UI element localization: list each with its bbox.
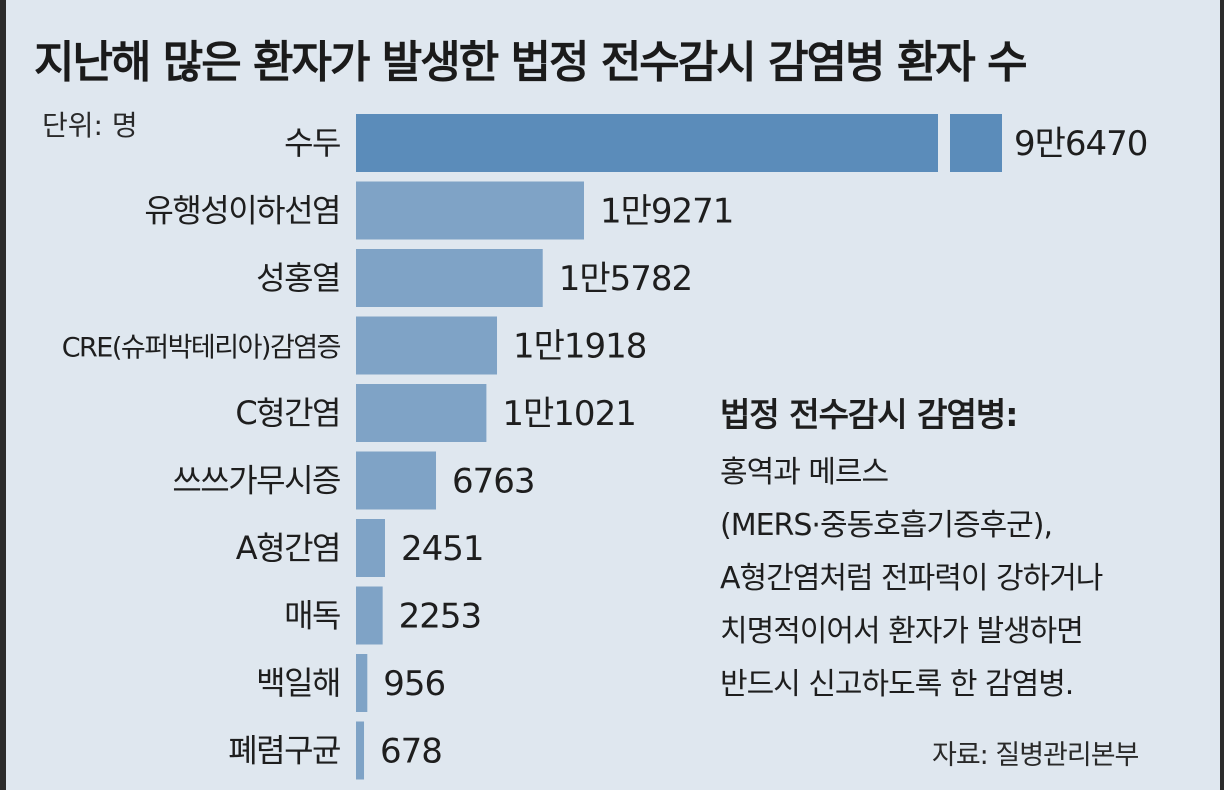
value-label: 1만1021 [502, 394, 635, 434]
category-label: A형간염 [236, 529, 340, 567]
bar [356, 316, 498, 375]
source-note: 자료: 질병관리본부 [932, 740, 1139, 771]
category-label: 매독 [284, 597, 340, 635]
note-line: A형간염처럼 전파력이 강하거나 [720, 561, 1103, 596]
value-label: 2451 [401, 529, 484, 569]
chart-title: 지난해 많은 환자가 발생한 법정 전수감시 감염병 환자 수 [34, 37, 1028, 88]
bar [356, 654, 368, 712]
bar [356, 721, 365, 780]
bar [356, 586, 383, 645]
bar-segment [950, 114, 1002, 172]
bar [356, 114, 938, 172]
category-label: CRE(슈퍼박테리아)감염증 [62, 333, 341, 364]
definition-note: 법정 전수감시 감염병: 홍역과 메르스 (MERS·중동호흡기증후군), A형… [720, 388, 1200, 711]
value-label: 2253 [399, 597, 482, 637]
value-label: 6763 [452, 462, 535, 502]
note-line: 홍역과 메르스 [720, 455, 889, 490]
note-line: 치명적이어서 환자가 발생하면 [720, 614, 1084, 649]
value-label: 956 [383, 664, 445, 704]
bar [356, 249, 543, 307]
value-label: 9만6470 [1014, 124, 1147, 164]
bar [356, 384, 487, 442]
category-label: C형간염 [235, 394, 340, 432]
note-line: (MERS·중동호흡기증후군), [720, 508, 1053, 543]
note-heading: 법정 전수감시 감염병: [720, 395, 1018, 434]
value-label: 1만5782 [559, 259, 692, 299]
category-label: 유행성이하선염 [144, 192, 340, 230]
category-label: 쓰쓰가무시증 [172, 462, 340, 500]
bar [356, 519, 385, 577]
value-label: 1만1918 [513, 327, 646, 367]
category-label: 폐렴구균 [228, 732, 340, 770]
value-label: 1만9271 [600, 192, 733, 232]
note-line: 반드시 신고하도록 한 감염병. [720, 667, 1074, 702]
unit-label: 단위: 명 [42, 109, 138, 142]
value-label: 678 [380, 732, 442, 772]
category-label: 백일해 [256, 664, 340, 702]
category-label: 수두 [284, 124, 340, 162]
category-label: 성홍열 [256, 259, 340, 297]
bar [356, 181, 584, 240]
bar [356, 451, 437, 510]
